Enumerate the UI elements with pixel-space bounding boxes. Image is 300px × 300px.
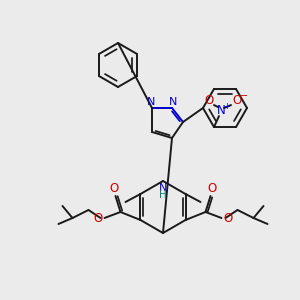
Text: O: O: [204, 94, 214, 106]
Text: O: O: [232, 94, 242, 106]
Text: N: N: [147, 97, 155, 107]
Text: −: −: [240, 91, 248, 101]
Text: O: O: [110, 182, 119, 196]
Text: N: N: [169, 97, 177, 107]
Text: N: N: [217, 103, 225, 117]
Text: N: N: [159, 183, 167, 193]
Text: +: +: [224, 102, 230, 111]
Text: O: O: [207, 182, 216, 196]
Text: H: H: [159, 190, 167, 200]
Text: O: O: [223, 212, 232, 226]
Text: O: O: [94, 212, 103, 226]
